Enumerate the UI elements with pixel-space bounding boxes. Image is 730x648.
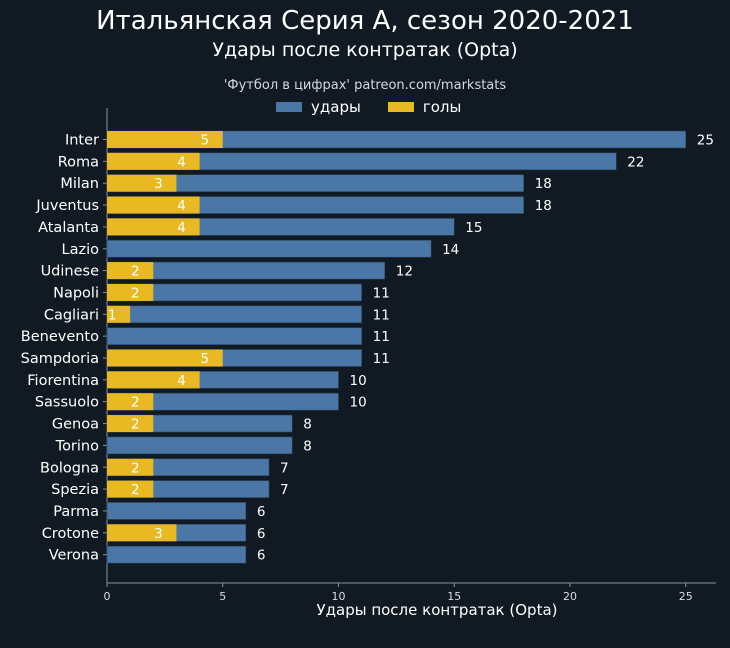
legend-label-goals: голы bbox=[422, 98, 462, 116]
category-label: Fiorentina bbox=[27, 373, 99, 389]
x-axis-label: Удары после контратак (Opta) bbox=[316, 601, 557, 619]
data-label-goals: 2 bbox=[131, 417, 140, 433]
x-tick-label: 25 bbox=[679, 590, 693, 603]
data-label-shots: 7 bbox=[280, 482, 289, 498]
category-label: Benevento bbox=[21, 329, 99, 345]
category-label: Udinese bbox=[41, 264, 100, 280]
chart-source: 'Футбол в цифрах' patreon.com/markstats bbox=[223, 78, 507, 93]
legend-swatch-shots bbox=[275, 101, 303, 113]
category-label: Parma bbox=[53, 504, 99, 520]
category-label: Milan bbox=[60, 176, 99, 192]
bar-goals bbox=[107, 283, 154, 301]
bar-shots bbox=[106, 502, 247, 520]
data-label-shots: 15 bbox=[465, 220, 482, 236]
data-label-shots: 18 bbox=[535, 198, 552, 214]
bar-goals bbox=[107, 131, 223, 148]
bar-goals bbox=[107, 480, 154, 498]
data-label-shots: 22 bbox=[627, 154, 644, 170]
category-label: Genoa bbox=[52, 417, 99, 433]
bar-goals bbox=[107, 196, 200, 214]
bar-shots bbox=[106, 327, 362, 345]
bar-shots bbox=[106, 436, 293, 455]
legend-label-shots: удары bbox=[311, 98, 361, 116]
data-label-shots: 6 bbox=[257, 504, 266, 520]
category-label: Inter bbox=[65, 133, 99, 149]
data-label-shots: 18 bbox=[535, 176, 552, 192]
data-label-shots: 11 bbox=[373, 307, 390, 323]
data-label-shots: 11 bbox=[373, 351, 390, 367]
data-label-shots: 6 bbox=[257, 526, 266, 542]
data-label-shots: 12 bbox=[396, 264, 413, 280]
bar-goals bbox=[107, 152, 200, 170]
bar-goals bbox=[107, 218, 200, 236]
bar-goals bbox=[107, 262, 154, 280]
chart-title: Итальянская Серия А, сезон 2020-2021 bbox=[96, 6, 634, 36]
data-label-shots: 8 bbox=[303, 438, 312, 454]
x-tick-label: 5 bbox=[219, 590, 226, 603]
bar-shots bbox=[106, 239, 432, 258]
data-label-goals: 5 bbox=[200, 133, 209, 149]
data-label-goals: 2 bbox=[131, 264, 140, 280]
data-label-goals: 2 bbox=[131, 395, 140, 411]
category-label: Sassuolo bbox=[35, 395, 99, 411]
bar-shots bbox=[106, 545, 247, 564]
category-label: Cagliari bbox=[44, 307, 99, 323]
data-label-goals: 3 bbox=[154, 176, 163, 192]
data-label-goals: 2 bbox=[131, 482, 140, 498]
bar-shots bbox=[106, 305, 362, 324]
data-label-shots: 25 bbox=[697, 133, 714, 149]
data-label-goals: 4 bbox=[177, 198, 186, 214]
data-label-goals: 1 bbox=[108, 307, 117, 323]
data-label-shots: 10 bbox=[350, 373, 367, 389]
legend-swatch-goals bbox=[386, 101, 415, 113]
data-label-goals: 4 bbox=[177, 220, 186, 236]
data-label-goals: 2 bbox=[131, 285, 140, 301]
bar-goals bbox=[107, 393, 154, 411]
category-label: Torino bbox=[55, 438, 99, 454]
bar-goals bbox=[107, 371, 200, 389]
data-label-goals: 4 bbox=[177, 373, 186, 389]
x-tick-label: 15 bbox=[447, 590, 461, 603]
bar-goals bbox=[107, 524, 177, 542]
chart-subtitle: Удары после контратак (Opta) bbox=[212, 39, 518, 61]
category-label: Lazio bbox=[62, 242, 100, 258]
data-label-goals: 2 bbox=[131, 460, 140, 476]
data-label-goals: 4 bbox=[177, 154, 186, 170]
legend: удары голы bbox=[275, 98, 487, 116]
bar-goals bbox=[107, 174, 177, 192]
data-label-shots: 11 bbox=[373, 329, 390, 345]
category-label: Verona bbox=[49, 548, 99, 564]
category-label: Roma bbox=[58, 154, 99, 170]
x-tick-label: 10 bbox=[332, 590, 346, 603]
data-label-goals: 5 bbox=[200, 351, 209, 367]
bar-goals bbox=[107, 305, 131, 323]
data-label-shots: 11 bbox=[373, 285, 390, 301]
category-label: Sampdoria bbox=[21, 351, 99, 367]
data-label-shots: 10 bbox=[350, 395, 367, 411]
x-tick-label: 20 bbox=[563, 590, 577, 603]
legend-item-goals: голы bbox=[386, 98, 462, 116]
category-label: Atalanta bbox=[38, 220, 99, 236]
category-label: Juventus bbox=[35, 198, 99, 214]
data-label-shots: 14 bbox=[442, 242, 459, 258]
category-label: Napoli bbox=[53, 285, 99, 301]
category-label: Bologna bbox=[40, 460, 99, 476]
category-label: Crotone bbox=[42, 526, 99, 542]
data-label-goals: 3 bbox=[154, 526, 163, 542]
data-label-shots: 8 bbox=[303, 417, 312, 433]
data-label-shots: 6 bbox=[257, 548, 266, 564]
legend-item-shots: удары bbox=[275, 98, 361, 116]
data-label-shots: 7 bbox=[280, 460, 289, 476]
bar-goals bbox=[107, 415, 154, 433]
x-tick-label: 0 bbox=[104, 590, 111, 603]
bar-goals bbox=[107, 349, 223, 367]
bar-goals bbox=[107, 458, 154, 476]
category-label: Spezia bbox=[51, 482, 99, 498]
